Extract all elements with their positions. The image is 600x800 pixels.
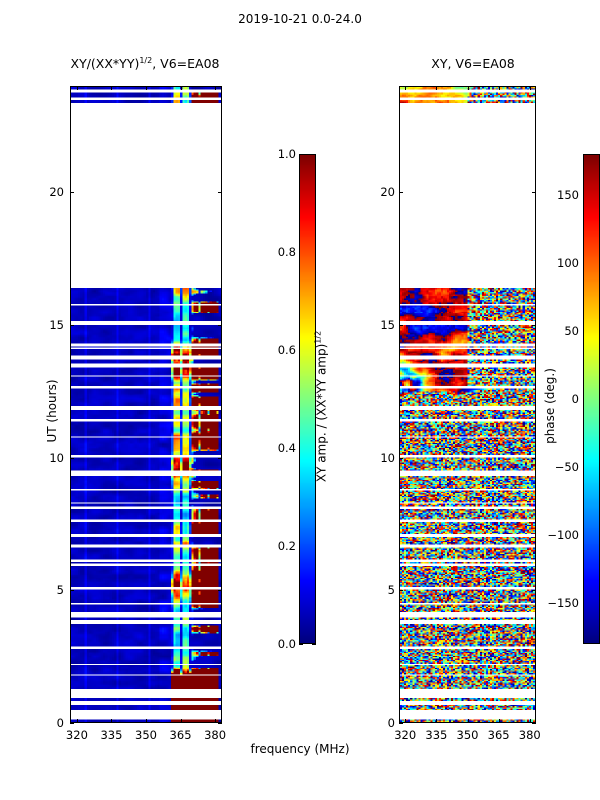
- amplitude-xticklabel-365: 365: [169, 728, 192, 742]
- phase-ytick-right-20: [532, 192, 536, 194]
- phase-xtick-365: [498, 719, 500, 723]
- amplitude-xticklabel-335: 335: [100, 728, 123, 742]
- amplitude-xtick-top-365: [180, 86, 182, 90]
- phase-colorbar-ticklabel-0: −150: [547, 596, 579, 611]
- amplitude-colorbar-tick-right-0: [312, 644, 316, 645]
- phase-yticklabel-5: 5: [387, 583, 395, 598]
- amplitude-xtick-365: [180, 719, 182, 723]
- amplitude-xticklabel-320: 320: [65, 728, 88, 742]
- phase-xticklabel-320: 320: [394, 728, 417, 742]
- amplitude-ytick-right-20: [218, 192, 222, 194]
- amplitude-xtick-335: [111, 719, 113, 723]
- amplitude-colorbar-label: XY amp. / (XX*YY amp)1/2: [314, 282, 329, 532]
- amplitude-ytick-5: [70, 590, 74, 592]
- phase-xtick-380: [529, 719, 531, 723]
- amplitude-xtick-top-320: [76, 86, 78, 90]
- amplitude-colorbar-ticklabel-4: 0.8: [277, 245, 296, 259]
- phase-xticklabel-365: 365: [487, 728, 510, 742]
- phase-xtick-top-320: [405, 86, 407, 90]
- amplitude-colorbar-ticklabel-0: 0.0: [277, 637, 296, 651]
- amplitude-xticklabel-380: 380: [204, 728, 227, 742]
- phase-colorbar-ticklabel-2: −50: [554, 460, 579, 475]
- amplitude-xtick-top-335: [111, 86, 113, 90]
- y-axis-label: UT (hours): [45, 379, 59, 443]
- amplitude-colorbar-ticklabel-1: 0.2: [277, 539, 296, 553]
- phase-xtick-335: [436, 719, 438, 723]
- phase-xtick-top-380: [529, 86, 531, 90]
- phase-yticklabel-15: 15: [380, 317, 395, 332]
- phase-xticklabel-380: 380: [518, 728, 541, 742]
- figure-suptitle: 2019-10-21 0.0-24.0: [238, 12, 362, 26]
- amplitude-cblabel-exponent: 1/2: [313, 330, 323, 344]
- amplitude-ytick-right-10: [218, 457, 222, 459]
- phase-panel-title: XY, V6=EA08: [431, 56, 515, 71]
- amplitude-yticklabel-15: 15: [49, 317, 64, 332]
- amplitude-yticklabel-5: 5: [56, 583, 64, 598]
- amplitude-colorbar-ticklabel-3: 0.6: [277, 343, 296, 357]
- phase-xtick-top-365: [498, 86, 500, 90]
- amplitude-panel-title: XY/(XX*YY)1/2, V6=EA08: [30, 56, 260, 71]
- phase-colorbar-label: phase (deg.): [543, 368, 557, 444]
- amplitude-yticklabel-20: 20: [49, 185, 64, 200]
- amplitude-ytick-15: [70, 324, 74, 326]
- phase-ytick-20: [399, 192, 403, 194]
- amplitude-xtick-320: [76, 719, 78, 723]
- amplitude-colorbar-tick-0: [299, 644, 303, 645]
- amplitude-xtick-top-380: [215, 86, 217, 90]
- phase-ytick-15: [399, 324, 403, 326]
- phase-xticklabel-350: 350: [456, 728, 479, 742]
- amplitude-xtick-top-350: [146, 86, 147, 90]
- amplitude-ytick-right-15: [218, 324, 222, 326]
- phase-xtick-top-350: [467, 86, 469, 90]
- phase-ytick-right-5: [532, 590, 536, 592]
- phase-yticklabel-20: 20: [380, 185, 395, 200]
- amplitude-ytick-right-0: [218, 723, 222, 724]
- amplitude-heatmap-panel[interactable]: [70, 86, 222, 723]
- phase-heatmap-panel[interactable]: [399, 86, 536, 723]
- amplitude-title-suffix: , V6=EA08: [152, 56, 220, 72]
- amplitude-cblabel-prefix: XY amp. / (XX*YY amp): [314, 343, 329, 483]
- phase-yticklabel-0: 0: [387, 716, 395, 730]
- phase-ytick-right-0: [532, 723, 536, 724]
- amplitude-xticklabel-350: 350: [135, 728, 157, 742]
- amplitude-ytick-20: [70, 192, 74, 194]
- phase-colorbar-ticklabel-5: 100: [557, 255, 579, 270]
- amplitude-image: [71, 87, 221, 722]
- amplitude-title-exponent: 1/2: [139, 56, 153, 65]
- amplitude-yticklabel-10: 10: [49, 450, 64, 465]
- amplitude-xtick-350: [146, 719, 147, 723]
- phase-colorbar[interactable]: [583, 154, 600, 644]
- phase-ytick-5: [399, 590, 403, 592]
- amplitude-xtick-380: [215, 719, 217, 723]
- amplitude-ytick-0: [70, 723, 74, 724]
- amplitude-colorbar-ticklabel-5: 1.0: [277, 147, 296, 161]
- phase-image: [400, 87, 535, 722]
- amplitude-colorbar[interactable]: [299, 154, 316, 644]
- phase-colorbar-ticklabel-4: 50: [564, 323, 579, 338]
- x-axis-label: frequency (MHz): [250, 742, 350, 756]
- phase-colorbar-ticklabel-3: 0: [571, 392, 579, 406]
- phase-xtick-320: [405, 719, 407, 723]
- amplitude-yticklabel-0: 0: [56, 716, 64, 730]
- amplitude-ytick-10: [70, 457, 74, 459]
- amplitude-title-prefix: XY/(XX*YY): [70, 56, 140, 72]
- amplitude-colorbar-ticklabel-2: 0.4: [277, 441, 296, 455]
- phase-colorbar-ticklabel-1: −100: [547, 528, 579, 543]
- phase-xticklabel-335: 335: [425, 728, 448, 742]
- phase-ytick-right-10: [532, 457, 536, 459]
- phase-ytick-0: [399, 723, 403, 724]
- phase-ytick-right-15: [532, 324, 536, 326]
- phase-colorbar-ticklabel-6: 150: [557, 187, 579, 202]
- phase-xtick-top-335: [436, 86, 438, 90]
- amplitude-ytick-right-5: [218, 590, 222, 592]
- phase-ytick-10: [399, 457, 403, 459]
- phase-xtick-350: [467, 719, 469, 723]
- phase-yticklabel-10: 10: [380, 450, 395, 465]
